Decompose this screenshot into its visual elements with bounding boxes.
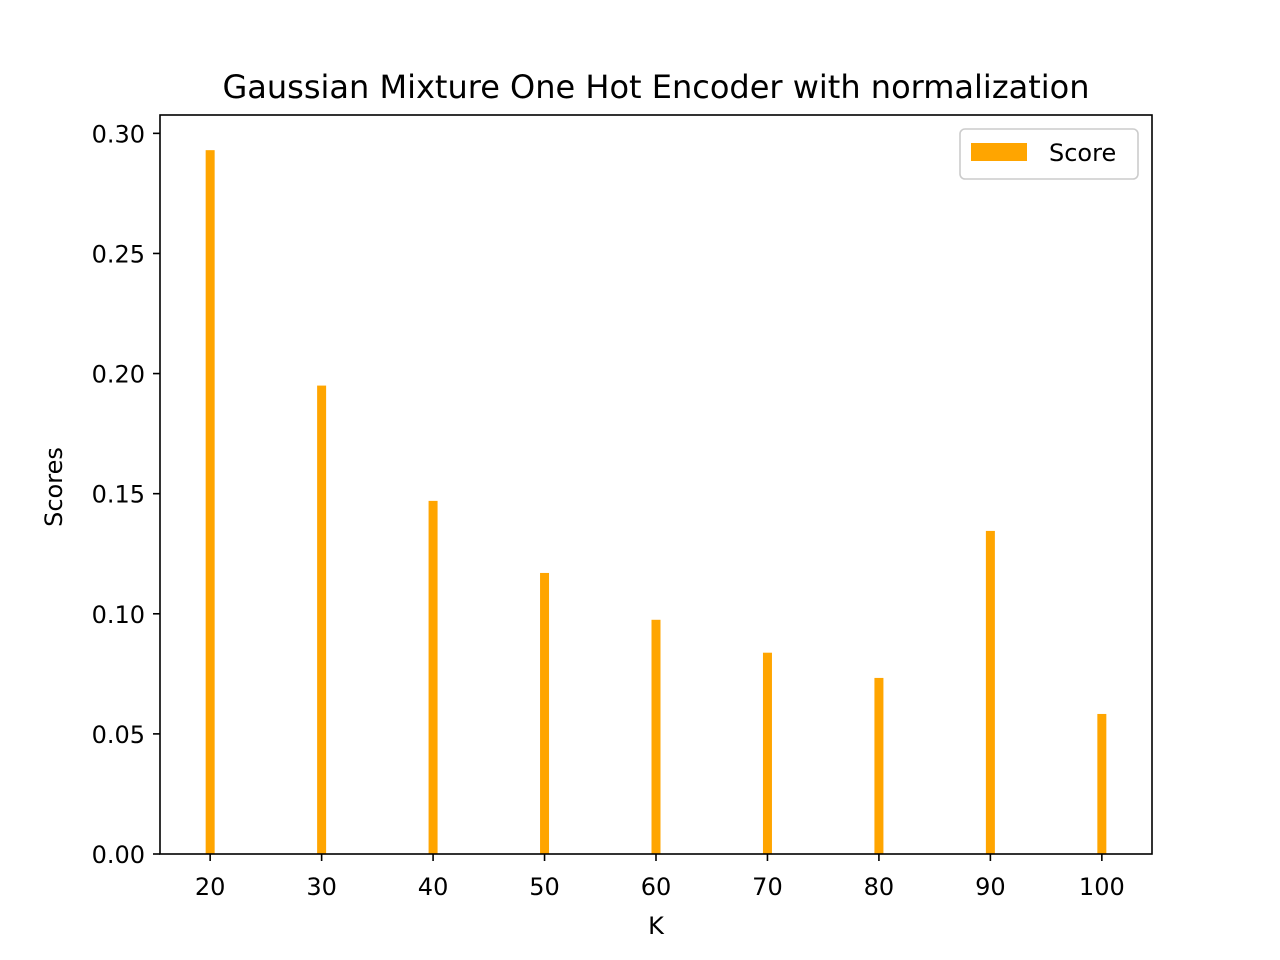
y-tick-label: 0.10 bbox=[92, 601, 145, 629]
legend-box bbox=[959, 128, 1139, 180]
x-tick-label: 40 bbox=[418, 873, 449, 901]
x-tick-label: 50 bbox=[529, 873, 560, 901]
y-axis-label: Scores bbox=[40, 447, 68, 527]
bars-group bbox=[205, 150, 1107, 854]
plot-frame bbox=[159, 114, 1153, 855]
y-tick-label: 0.15 bbox=[92, 481, 145, 509]
x-tick-label: 100 bbox=[1079, 873, 1125, 901]
x-axis-ticks: 20 30 40 50 60 70 80 90 100 bbox=[195, 854, 1125, 901]
bar-60 bbox=[651, 619, 661, 854]
x-tick-label: 70 bbox=[752, 873, 783, 901]
chart-title: Gaussian Mixture One Hot Encoder with no… bbox=[222, 68, 1089, 106]
bar-70 bbox=[762, 652, 772, 854]
y-tick-label: 0.05 bbox=[92, 721, 145, 749]
y-tick-label: 0.25 bbox=[92, 240, 145, 268]
bar-20 bbox=[205, 150, 215, 854]
x-tick-label: 30 bbox=[306, 873, 337, 901]
y-tick-label: 0.00 bbox=[92, 841, 145, 869]
x-tick-label: 80 bbox=[864, 873, 895, 901]
bar-90 bbox=[985, 530, 995, 854]
x-tick-label: 60 bbox=[641, 873, 672, 901]
x-axis-label: K bbox=[648, 912, 665, 940]
bar-40 bbox=[428, 500, 438, 854]
x-tick-label: 90 bbox=[975, 873, 1006, 901]
legend-label: Score bbox=[1049, 139, 1116, 167]
y-axis-ticks: 0.00 0.05 0.10 0.15 0.20 0.25 0.30 bbox=[92, 120, 160, 869]
bar-80 bbox=[874, 677, 884, 854]
bar-30 bbox=[317, 385, 327, 854]
x-tick-label: 20 bbox=[195, 873, 226, 901]
legend: Score bbox=[959, 128, 1139, 180]
y-tick-label: 0.30 bbox=[92, 120, 145, 148]
bar-100 bbox=[1097, 713, 1107, 854]
bar-50 bbox=[540, 572, 550, 854]
y-tick-label: 0.20 bbox=[92, 361, 145, 389]
legend-swatch bbox=[971, 143, 1027, 161]
